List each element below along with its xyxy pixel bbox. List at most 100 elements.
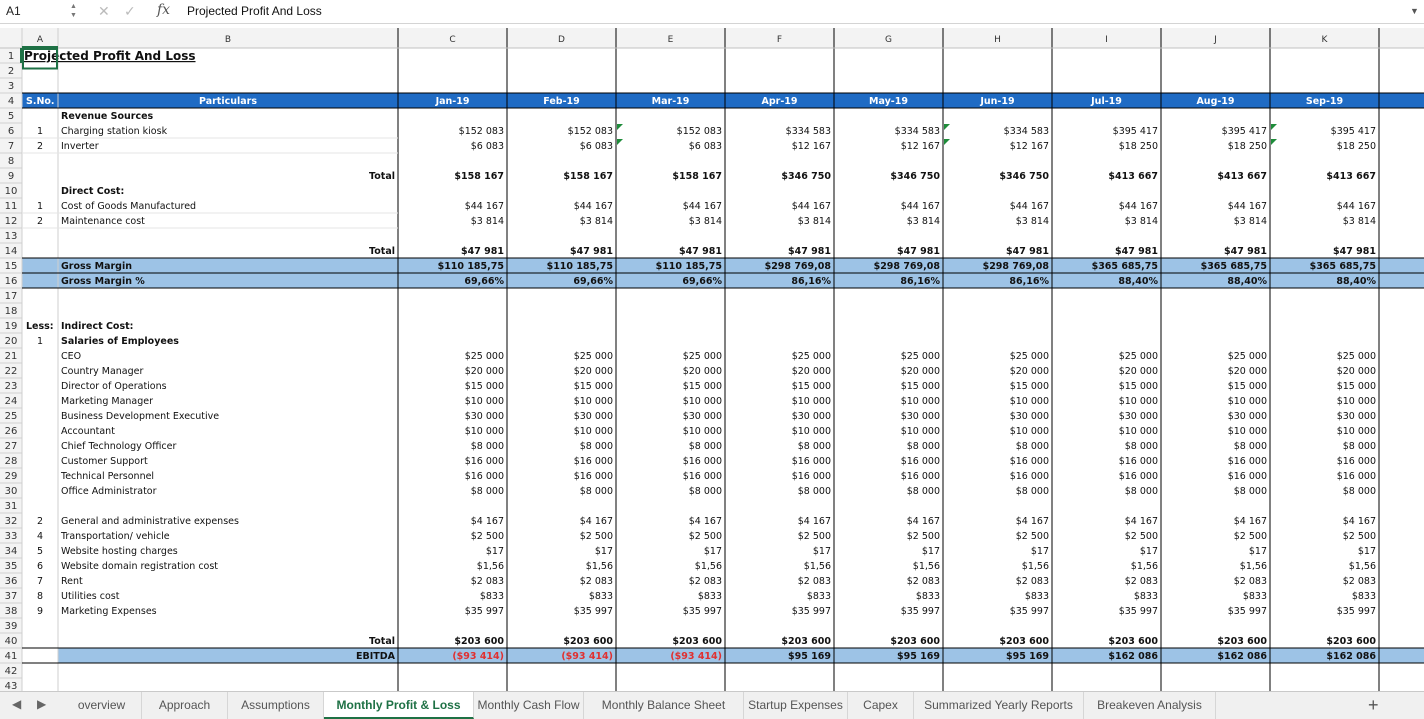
value-cell: $35 997	[1119, 606, 1158, 617]
value-cell: $20 000	[901, 366, 940, 377]
particular-cell: Charging station kiosk	[61, 126, 168, 137]
add-sheet-icon[interactable]: +	[1368, 695, 1379, 715]
selected-column-indicator	[22, 46, 58, 48]
particular-cell: Accountant	[61, 426, 115, 437]
tab-monthly-profit-loss[interactable]: Monthly Profit & Loss	[324, 692, 474, 719]
value-cell: $365 685,75	[1201, 261, 1267, 272]
formula-input[interactable]: Projected Profit And Loss	[187, 4, 322, 18]
value-cell: $16 000	[1010, 456, 1049, 467]
value-cell: $16 000	[1337, 456, 1376, 467]
value-cell: $20 000	[1228, 366, 1267, 377]
value-cell: $2 083	[1016, 576, 1049, 587]
value-cell: $162 086	[1217, 651, 1267, 662]
value-cell: $1,56	[1022, 561, 1049, 572]
tab-approach[interactable]: Approach	[142, 692, 228, 719]
name-box[interactable]: A1	[6, 4, 21, 18]
value-cell: $47 981	[570, 246, 613, 257]
header-month: May-19	[869, 96, 908, 107]
tab-prev-icon[interactable]: ◀	[12, 697, 22, 711]
value-cell: $12 167	[901, 141, 940, 152]
value-cell: $25 000	[901, 351, 940, 362]
column-header-e: E	[668, 35, 674, 45]
value-cell: $8 000	[689, 441, 722, 452]
sno-cell: 1	[37, 126, 43, 137]
particular-cell: Direct Cost:	[61, 186, 124, 197]
sheet-tab-bar: ◀ ▶ overview Approach Assumptions Monthly P…	[0, 691, 1424, 719]
tab-capex[interactable]: Capex	[848, 692, 914, 719]
value-cell: $15 000	[1010, 381, 1049, 392]
particular-cell: Chief Technology Officer	[61, 441, 176, 452]
value-cell: $16 000	[1228, 471, 1267, 482]
value-cell: $10 000	[1337, 426, 1376, 437]
value-cell: $1,56	[804, 561, 831, 572]
cancel-icon[interactable]: ✕	[98, 3, 110, 19]
value-cell: $30 000	[1010, 411, 1049, 422]
selected-cell[interactable]	[22, 48, 58, 70]
tab-breakeven-analysis[interactable]: Breakeven Analysis	[1084, 692, 1216, 719]
expand-formula-bar-icon[interactable]: ▼	[1410, 6, 1419, 16]
value-cell: $20 000	[465, 366, 504, 377]
tab-monthly-cash-flow[interactable]: Monthly Cash Flow	[474, 692, 584, 719]
row-number: 37	[5, 591, 18, 602]
value-cell: $4 167	[1343, 516, 1376, 527]
column-header-g: G	[885, 35, 892, 45]
value-cell: $18 250	[1228, 141, 1267, 152]
value-cell: $334 583	[895, 126, 940, 137]
header-month: Sep-19	[1306, 96, 1343, 107]
tab-monthly-balance-sheet[interactable]: Monthly Balance Sheet	[584, 692, 744, 719]
name-box-stepper-icon[interactable]: ▲ ▼	[70, 3, 77, 19]
value-cell: $158 167	[563, 171, 613, 182]
value-cell: $44 167	[465, 201, 504, 212]
confirm-icon[interactable]: ✓	[124, 3, 136, 19]
row-number: 43	[5, 681, 18, 691]
value-cell: $17	[595, 546, 613, 557]
value-cell: $10 000	[574, 396, 613, 407]
value-cell: $2 083	[907, 576, 940, 587]
tab-assumptions[interactable]: Assumptions	[228, 692, 324, 719]
value-cell: $413 667	[1108, 171, 1158, 182]
row-number: 40	[5, 636, 18, 647]
total-label: Total	[369, 636, 395, 647]
tab-summarized-yearly-reports[interactable]: Summarized Yearly Reports	[914, 692, 1084, 719]
value-cell: 88,40%	[1118, 276, 1158, 287]
value-cell: $17	[1031, 546, 1049, 557]
value-cell: $203 600	[781, 636, 831, 647]
value-cell: $2 500	[1125, 531, 1158, 542]
value-cell: $30 000	[792, 411, 831, 422]
column-header-a: A	[37, 35, 44, 45]
value-cell: $3 814	[798, 216, 831, 227]
value-cell: $16 000	[1337, 471, 1376, 482]
value-cell: $2 500	[580, 531, 613, 542]
value-cell: $30 000	[1119, 411, 1158, 422]
value-cell: $2 500	[798, 531, 831, 542]
value-cell: $25 000	[792, 351, 831, 362]
value-cell: 86,16%	[1009, 276, 1049, 287]
value-cell: $17	[486, 546, 504, 557]
value-cell: $15 000	[683, 381, 722, 392]
value-cell: $10 000	[1119, 396, 1158, 407]
spreadsheet-grid[interactable]: A B C D E F G H I J K 1 2 3 4 5 6 7 8 9 10 11 12 13 14 15 16 17 18 19…	[0, 28, 1424, 691]
tab-overview[interactable]: overview	[62, 692, 142, 719]
particular-cell: Office Administrator	[61, 486, 157, 497]
function-icon[interactable]: fx	[157, 2, 171, 18]
value-cell: $203 600	[1217, 636, 1267, 647]
value-cell: ($93 414)	[452, 651, 504, 662]
error-indicator-icon	[617, 124, 623, 130]
value-cell: $4 167	[907, 516, 940, 527]
value-cell: $8 000	[907, 486, 940, 497]
tab-startup-expenses[interactable]: Startup Expenses	[744, 692, 848, 719]
value-cell: $12 167	[1010, 141, 1049, 152]
value-cell: $3 814	[1343, 216, 1376, 227]
particular-cell: Revenue Sources	[61, 111, 154, 122]
value-cell: $6 083	[689, 141, 722, 152]
tab-next-icon[interactable]: ▶	[37, 697, 47, 711]
value-cell: $346 750	[999, 171, 1049, 182]
value-cell: $47 981	[679, 246, 722, 257]
value-cell: $413 667	[1217, 171, 1267, 182]
row-number: 14	[5, 246, 18, 257]
value-cell: 69,66%	[573, 276, 613, 287]
row-number: 42	[5, 666, 18, 677]
grid-canvas[interactable]: A B C D E F G H I J K12345678910111213141516171819…	[0, 28, 1424, 691]
value-cell: $152 083	[459, 126, 504, 137]
value-cell: 88,40%	[1227, 276, 1267, 287]
